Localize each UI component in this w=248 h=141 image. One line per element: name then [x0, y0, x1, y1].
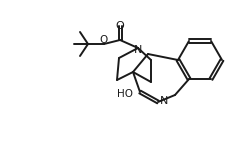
Text: N: N: [160, 96, 168, 106]
Text: O: O: [100, 35, 108, 45]
Text: HO: HO: [117, 89, 133, 99]
Text: N: N: [134, 45, 142, 55]
Text: O: O: [116, 21, 124, 31]
